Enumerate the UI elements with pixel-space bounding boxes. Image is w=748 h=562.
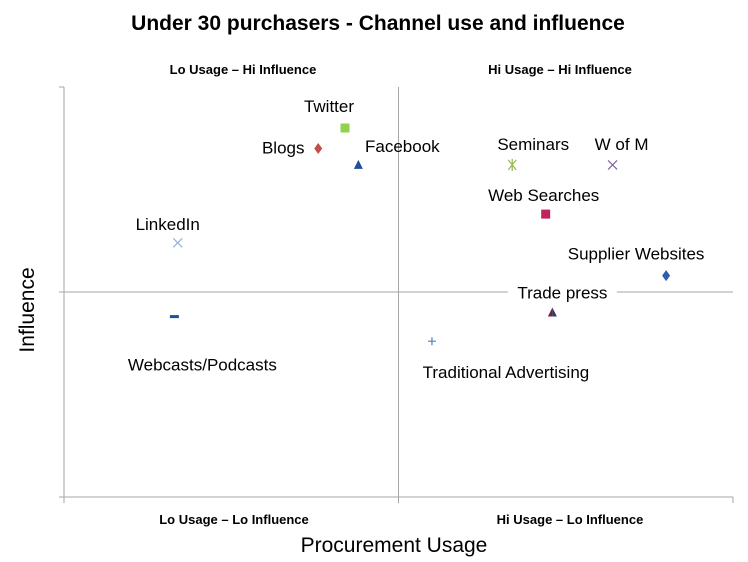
point-label-bg-trade-press xyxy=(507,282,617,305)
point-marker-twitter xyxy=(340,123,350,133)
quadrant-label-top-left: Lo Usage – Hi Influence xyxy=(170,62,317,77)
point-marker-trade-press-right xyxy=(552,307,557,317)
point-label-blogs: Blogs xyxy=(262,139,305,158)
point-label-seminars: Seminars xyxy=(497,135,569,154)
point-label-supplier-websites: Supplier Websites xyxy=(568,245,705,264)
point-marker-web-searches xyxy=(541,209,551,219)
axes-group xyxy=(59,86,734,503)
point-label-twitter: Twitter xyxy=(304,97,354,116)
point-marker-facebook xyxy=(353,159,363,169)
point-labels-group: Twitter Blogs Facebook Seminars W of M Web Se… xyxy=(128,96,705,382)
point-marker-webcasts-podcasts xyxy=(169,315,179,319)
point-label-trade-press: Trade press xyxy=(517,284,607,303)
quadrant-label-bottom-left: Lo Usage – Lo Influence xyxy=(159,512,309,527)
y-axis-label: Influence xyxy=(16,267,39,352)
quadrant-label-bottom-right: Hi Usage – Lo Influence xyxy=(497,512,644,527)
point-marker-linkedin xyxy=(172,237,183,248)
point-label-traditional-advertising: Traditional Advertising xyxy=(423,363,590,382)
quadrant-label-top-right: Hi Usage – Hi Influence xyxy=(488,62,632,77)
x-axis-label: Procurement Usage xyxy=(301,534,488,557)
point-label-webcasts-podcasts: Webcasts/Podcasts xyxy=(128,356,277,375)
point-label-w-of-m: W of M xyxy=(595,135,649,154)
point-marker-traditional-advertising xyxy=(427,337,436,346)
point-marker-trade-press xyxy=(547,307,557,317)
point-marker-w-of-m xyxy=(607,159,618,170)
point-label-facebook: Facebook xyxy=(365,137,440,156)
point-marks-group xyxy=(169,123,671,346)
point-label-bg-twitter xyxy=(292,96,366,118)
chart-title: Under 30 purchasers - Channel use and in… xyxy=(131,12,625,35)
point-label-linkedin: LinkedIn xyxy=(136,215,200,234)
point-marker-trade-press-left xyxy=(547,307,553,317)
point-label-web-searches: Web Searches xyxy=(488,186,599,205)
point-marker-seminars xyxy=(507,158,517,171)
point-marker-blogs xyxy=(314,143,323,154)
point-marker-supplier-websites xyxy=(662,270,671,282)
